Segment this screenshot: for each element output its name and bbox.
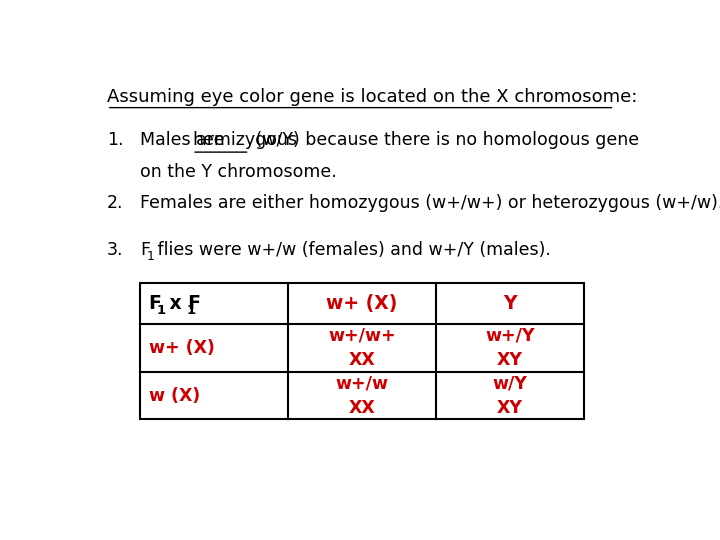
Text: Males are: Males are: [140, 131, 230, 150]
Text: flies were w+/w (females) and w+/Y (males).: flies were w+/w (females) and w+/Y (male…: [153, 241, 552, 259]
Text: hemizygous: hemizygous: [192, 131, 297, 150]
FancyBboxPatch shape: [140, 283, 584, 420]
Text: w+ (X): w+ (X): [148, 339, 215, 357]
Text: x F: x F: [163, 294, 201, 313]
Text: w+/Y
XY: w+/Y XY: [485, 326, 535, 369]
Text: on the Y chromosome.: on the Y chromosome.: [140, 163, 337, 181]
Text: F: F: [148, 294, 161, 313]
Text: 1.: 1.: [107, 131, 123, 150]
Text: 1: 1: [147, 250, 155, 263]
Text: F: F: [140, 241, 150, 259]
Text: w+/w
XX: w+/w XX: [336, 374, 389, 417]
Text: w (X): w (X): [148, 387, 200, 404]
Text: w/Y
XY: w/Y XY: [492, 374, 527, 417]
Text: Assuming eye color gene is located on the X chromosome:: Assuming eye color gene is located on th…: [107, 87, 637, 106]
Text: 3.: 3.: [107, 241, 123, 259]
Text: w+/w+
XX: w+/w+ XX: [328, 326, 396, 369]
Text: 2.: 2.: [107, 194, 123, 212]
Text: Females are either homozygous (w+/w+) or heterozygous (w+/w).: Females are either homozygous (w+/w+) or…: [140, 194, 720, 212]
Text: 1: 1: [156, 305, 166, 318]
Text: 1: 1: [186, 305, 196, 318]
Text: w+ (X): w+ (X): [326, 294, 397, 313]
Text: (w/Y) because there is no homologous gene: (w/Y) because there is no homologous gen…: [250, 131, 639, 150]
Text: Y: Y: [503, 294, 517, 313]
